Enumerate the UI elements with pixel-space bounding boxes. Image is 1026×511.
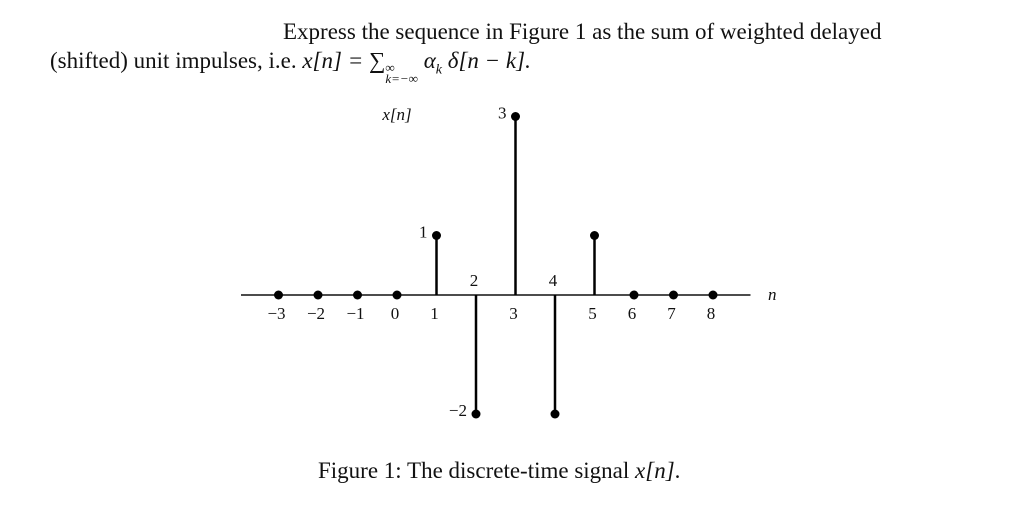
x-tick-label: 5 (588, 304, 597, 323)
x-tick-label: 2 (470, 271, 479, 290)
caption: Figure 1: The discrete-time signal x[n]. (318, 458, 680, 484)
x-tick-label: 4 (549, 271, 558, 290)
y-label: x[n] (381, 105, 411, 124)
limits: ∞ k=−∞ (385, 60, 418, 86)
formula: x[n] = ∑ (302, 48, 386, 73)
stem-dot (274, 290, 283, 300)
caption-text: . (674, 458, 681, 483)
sub: k=−∞ (385, 71, 418, 86)
formula: δ[n − k]. (442, 48, 531, 73)
stem-dot (392, 290, 402, 300)
value-label: 3 (498, 103, 507, 122)
x-tick-label: 6 (628, 304, 637, 323)
x-tick-label: 7 (667, 304, 676, 323)
stem-dot (708, 290, 718, 300)
text: (shifted) unit impulses, i.e. (50, 48, 303, 73)
stem-dot (511, 112, 520, 121)
x-tick-label: −2 (307, 304, 325, 323)
stem-dot (669, 290, 678, 300)
paragraph-line: Express the sequence in Figure 1 as the … (283, 19, 882, 44)
caption-text: Figure 1: The discrete-time signal (318, 458, 636, 483)
value-label: 1 (419, 222, 428, 241)
stem-dot (629, 290, 639, 300)
paragraph-line: (shifted) unit impulses, i.e. x[n] = ∑ ∞ k… (50, 48, 531, 86)
sub-text: k (435, 62, 442, 78)
sub: k (436, 63, 442, 78)
x-tick-label: 0 (391, 304, 400, 323)
stem-dot (353, 290, 362, 300)
x-tick-label: 1 (430, 304, 439, 323)
x-tick-label: 3 (509, 304, 518, 323)
formula: α (423, 48, 436, 73)
stem-dot (550, 409, 560, 419)
x-label: n (768, 285, 777, 304)
stem-dot (313, 290, 323, 300)
caption-math: x[n] (635, 458, 675, 483)
value-label: −2 (449, 401, 467, 420)
x-tick-label: −1 (346, 304, 364, 323)
x-tick-label: 8 (707, 304, 716, 323)
x-tick-label: −3 (267, 304, 285, 323)
stem-dot (432, 231, 441, 240)
sup: ∞ (385, 60, 395, 75)
stem-dot (471, 409, 481, 419)
stem-dot (590, 231, 599, 240)
